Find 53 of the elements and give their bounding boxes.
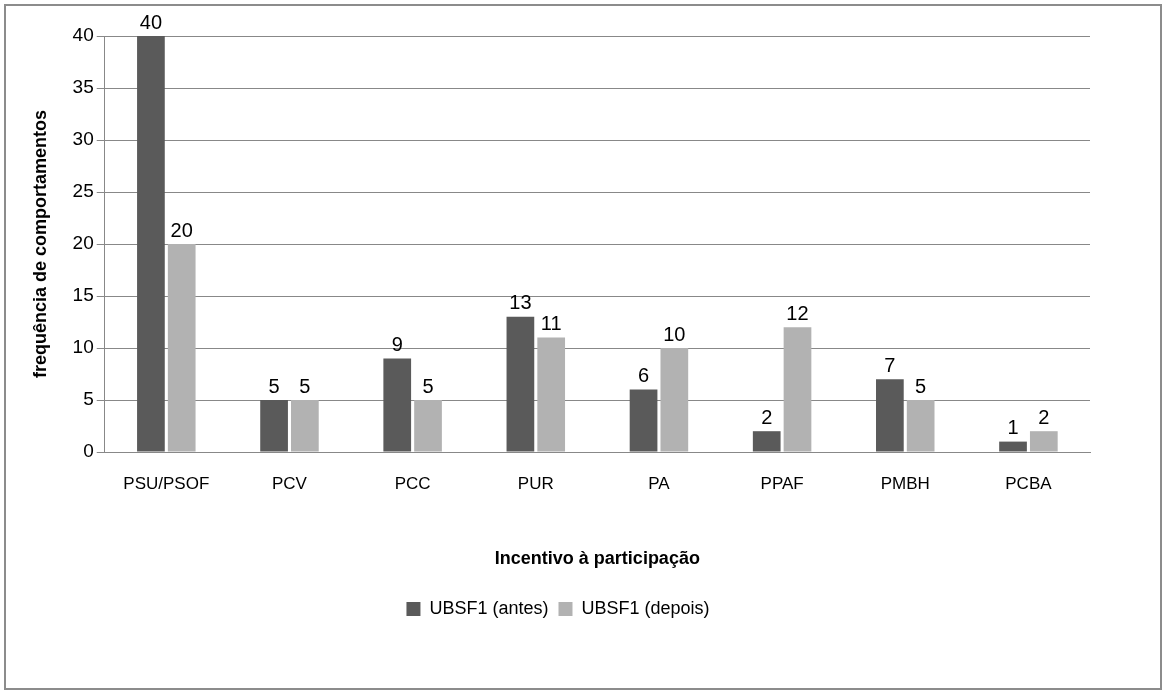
y-axis-title: frequência de comportamentos (29, 109, 50, 379)
x-tick-label: PCC (394, 473, 431, 493)
y-tick-label: 5 (83, 388, 94, 410)
data-label: 2 (1038, 405, 1050, 428)
bar (906, 400, 935, 452)
data-label: 40 (139, 10, 163, 33)
bar (167, 244, 196, 452)
bar (383, 358, 412, 452)
x-tick-label: PCBA (1005, 473, 1053, 493)
bar (537, 337, 566, 452)
x-tick-label: PMBH (880, 473, 930, 493)
bar (999, 441, 1027, 452)
data-label: 20 (170, 218, 193, 241)
y-tick-label: 30 (72, 128, 94, 150)
x-tick-label: PSU/PSOF (123, 473, 210, 493)
y-tick-label: 35 (72, 76, 94, 98)
bar (1029, 431, 1058, 452)
data-label: 13 (509, 291, 532, 314)
data-label: 2 (761, 405, 773, 428)
bar (752, 431, 781, 452)
data-label: 12 (786, 301, 809, 324)
bar (660, 348, 689, 452)
bar (506, 316, 535, 452)
x-axis-title: Incentivo à participação (494, 548, 700, 569)
data-label: 9 (391, 332, 403, 355)
data-label: 6 (637, 364, 650, 387)
data-label: 5 (268, 374, 280, 397)
legend-label: UBSF1 (antes) (429, 597, 549, 618)
bar (137, 36, 165, 452)
bar (260, 400, 288, 452)
y-tick-label: 40 (72, 24, 94, 46)
data-label: 5 (422, 374, 434, 397)
y-tick-label: 15 (72, 284, 94, 306)
data-label: 10 (663, 322, 686, 345)
y-tick-label: 25 (72, 180, 94, 202)
legend-label: UBSF1 (depois) (581, 597, 710, 618)
y-tick-label: 0 (83, 440, 94, 462)
data-label: 1 (1007, 416, 1019, 439)
data-label: 7 (884, 353, 896, 376)
data-label: 5 (915, 374, 927, 397)
bar (414, 400, 442, 452)
bar (629, 389, 658, 452)
x-tick-label: PA (648, 473, 671, 493)
bar (783, 327, 812, 452)
x-tick-label: PUR (517, 473, 554, 493)
x-tick-label: PCV (271, 473, 308, 493)
bar (291, 400, 319, 452)
data-label: 11 (540, 312, 562, 335)
x-tick-label: PPAF (760, 473, 804, 493)
bar (876, 379, 904, 452)
y-tick-label: 10 (72, 336, 94, 358)
data-label: 5 (299, 374, 311, 397)
y-tick-label: 20 (72, 232, 94, 254)
